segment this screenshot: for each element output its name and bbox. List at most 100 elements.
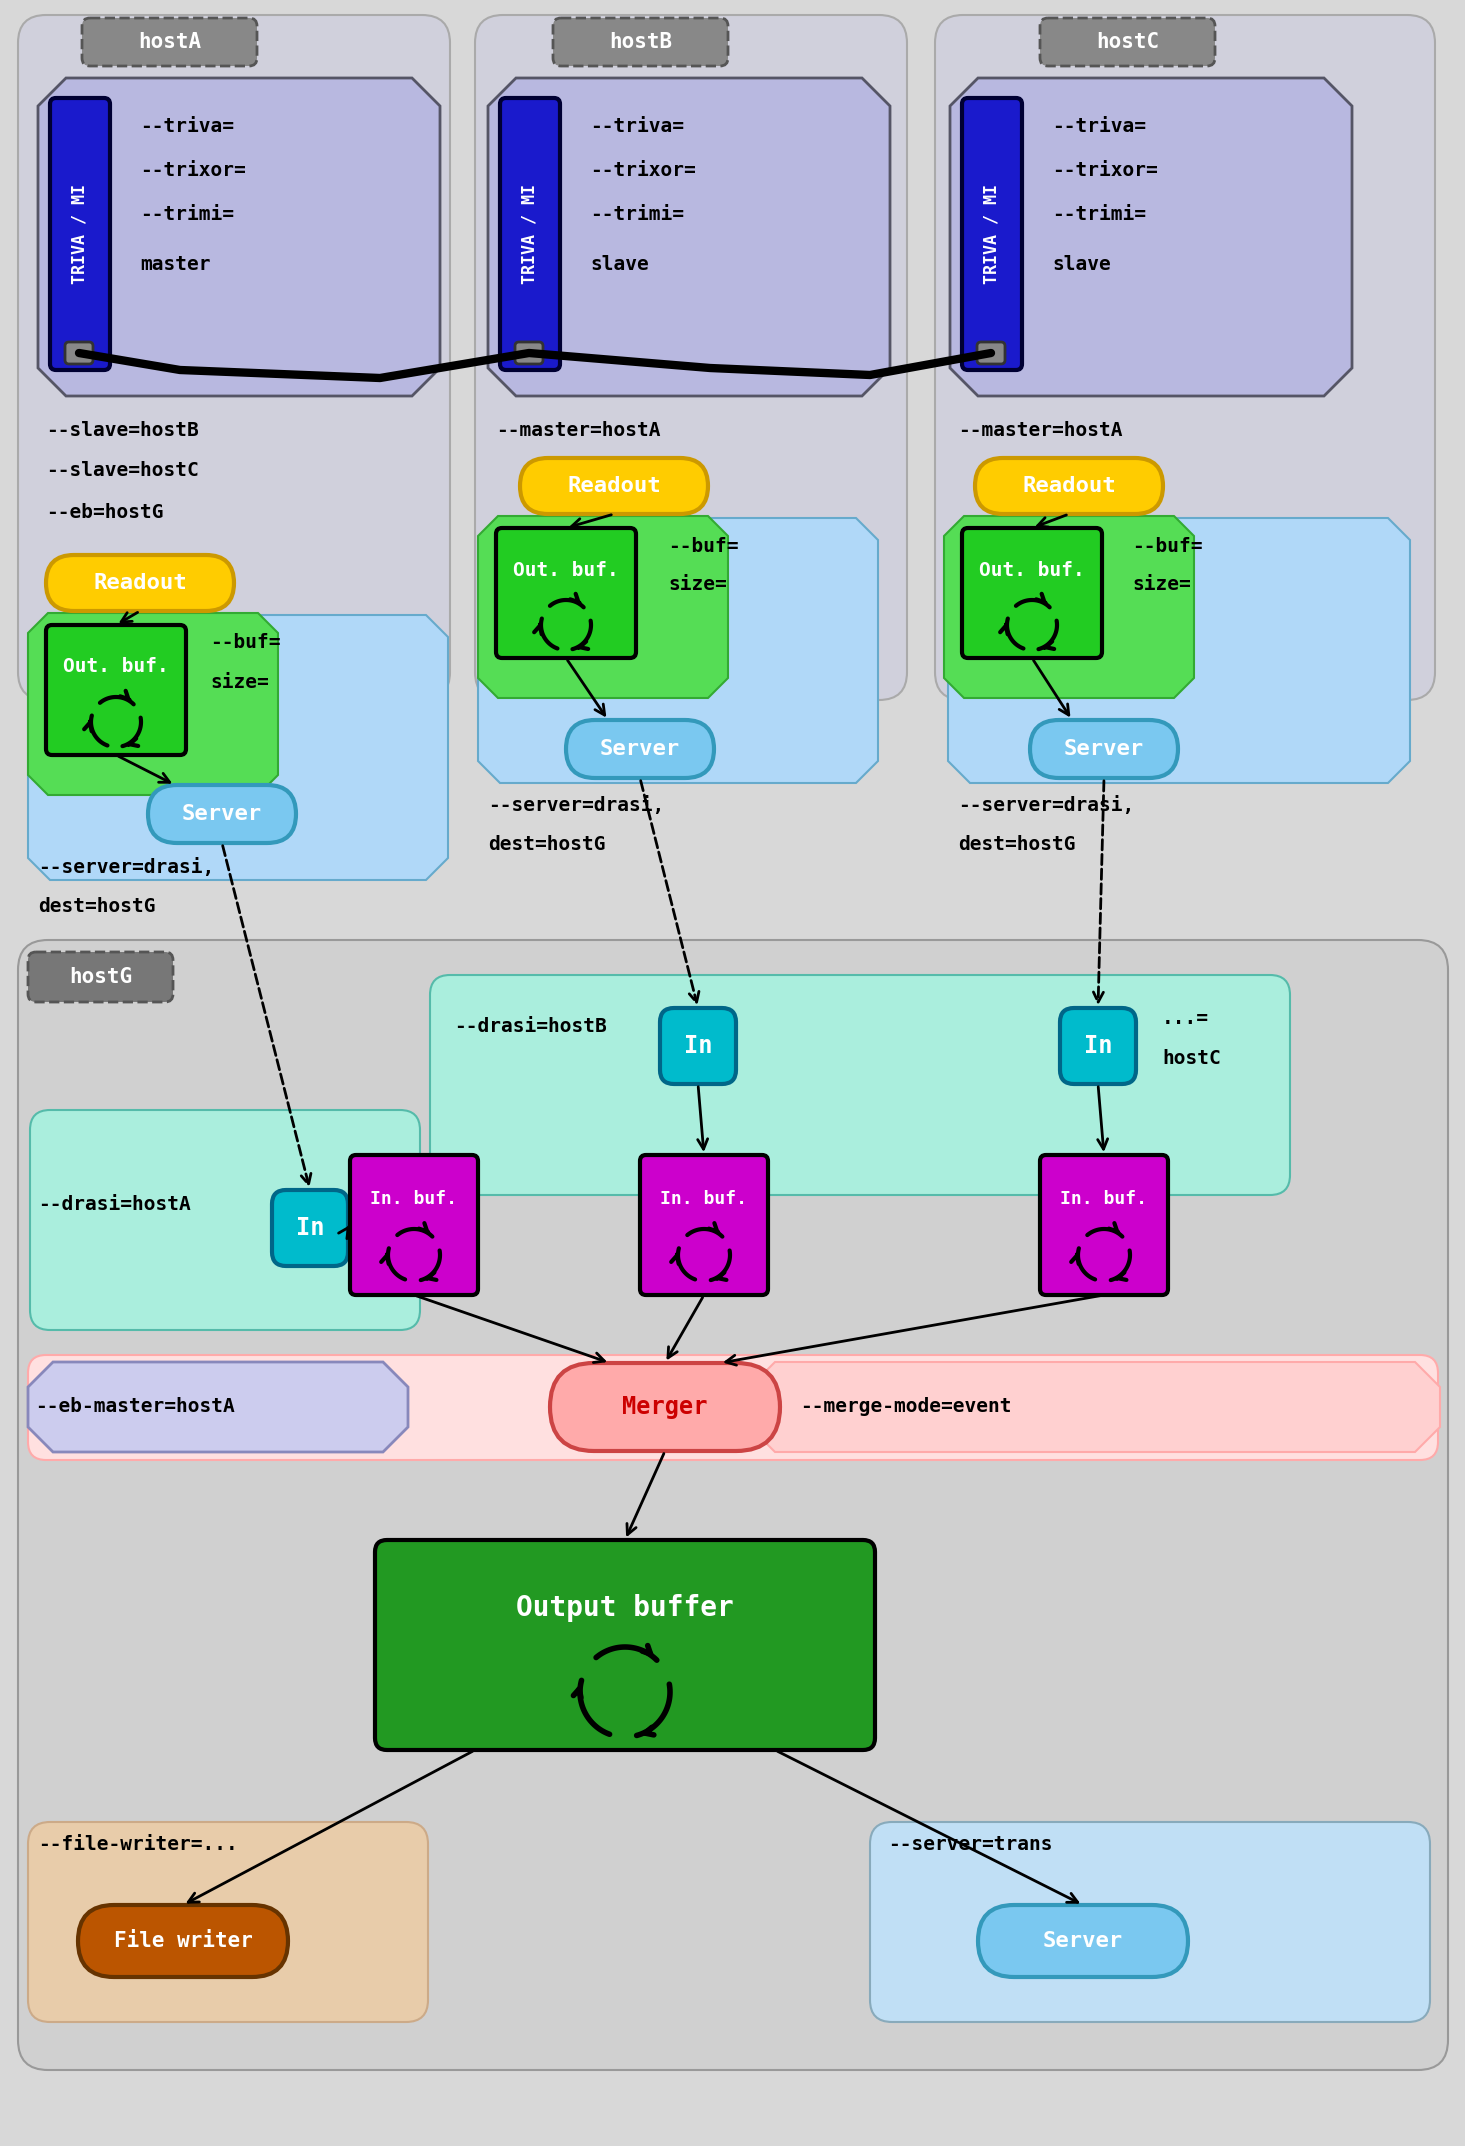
Text: Server: Server xyxy=(1043,1931,1124,1951)
FancyBboxPatch shape xyxy=(977,341,1005,365)
FancyBboxPatch shape xyxy=(28,1822,428,2022)
FancyBboxPatch shape xyxy=(29,1109,420,1331)
Text: --trixor=: --trixor= xyxy=(1052,161,1157,180)
FancyBboxPatch shape xyxy=(78,1906,289,1976)
FancyBboxPatch shape xyxy=(50,99,110,369)
Text: Server: Server xyxy=(182,805,262,824)
Text: --slave=hostB: --slave=hostB xyxy=(45,421,199,440)
Text: --server=trans: --server=trans xyxy=(888,1835,1052,1854)
Text: --triva=: --triva= xyxy=(1052,116,1146,135)
Text: --trixor=: --trixor= xyxy=(141,161,246,180)
FancyBboxPatch shape xyxy=(148,785,296,843)
Polygon shape xyxy=(948,517,1409,783)
FancyBboxPatch shape xyxy=(1040,1155,1168,1294)
Polygon shape xyxy=(478,517,878,783)
Text: --server=drasi,: --server=drasi, xyxy=(38,858,214,878)
Text: ...=: ...= xyxy=(1162,1009,1209,1028)
FancyBboxPatch shape xyxy=(979,1906,1188,1976)
FancyBboxPatch shape xyxy=(963,99,1023,369)
Polygon shape xyxy=(28,616,448,880)
Text: dest=hostG: dest=hostG xyxy=(38,897,155,916)
FancyBboxPatch shape xyxy=(500,99,560,369)
Text: hostA: hostA xyxy=(138,32,201,52)
Text: size=: size= xyxy=(1132,575,1191,594)
FancyBboxPatch shape xyxy=(963,528,1102,659)
FancyBboxPatch shape xyxy=(45,556,234,612)
Polygon shape xyxy=(488,77,891,397)
Text: Out. buf.: Out. buf. xyxy=(63,657,168,676)
Text: --server=drasi,: --server=drasi, xyxy=(958,796,1134,815)
Text: --slave=hostC: --slave=hostC xyxy=(45,461,199,479)
Text: --master=hostA: --master=hostA xyxy=(958,421,1122,440)
Text: dest=hostG: dest=hostG xyxy=(958,835,1075,854)
FancyBboxPatch shape xyxy=(28,953,173,1002)
Text: --file-writer=...: --file-writer=... xyxy=(38,1835,237,1854)
FancyBboxPatch shape xyxy=(549,1363,779,1451)
Text: size=: size= xyxy=(209,672,268,691)
Text: --merge-mode=event: --merge-mode=event xyxy=(800,1397,1011,1416)
FancyBboxPatch shape xyxy=(935,15,1436,700)
FancyBboxPatch shape xyxy=(82,17,256,67)
FancyBboxPatch shape xyxy=(552,17,728,67)
Text: In: In xyxy=(296,1217,324,1240)
Text: --buf=: --buf= xyxy=(668,536,738,556)
FancyBboxPatch shape xyxy=(1061,1009,1135,1084)
FancyBboxPatch shape xyxy=(431,974,1291,1195)
FancyBboxPatch shape xyxy=(272,1191,349,1266)
Text: hostC: hostC xyxy=(1096,32,1159,52)
FancyBboxPatch shape xyxy=(976,457,1163,515)
Text: Readout: Readout xyxy=(567,476,661,496)
Text: slave: slave xyxy=(1052,255,1110,275)
FancyBboxPatch shape xyxy=(640,1155,768,1294)
Text: dest=hostG: dest=hostG xyxy=(488,835,605,854)
Text: In. buf.: In. buf. xyxy=(1061,1191,1147,1208)
Text: hostB: hostB xyxy=(609,32,672,52)
Polygon shape xyxy=(949,77,1352,397)
FancyBboxPatch shape xyxy=(497,528,636,659)
Text: --triva=: --triva= xyxy=(141,116,234,135)
Text: hostC: hostC xyxy=(1162,1049,1220,1067)
Text: --master=hostA: --master=hostA xyxy=(497,421,661,440)
Text: In. buf.: In. buf. xyxy=(371,1191,457,1208)
Polygon shape xyxy=(28,1363,407,1453)
Text: Readout: Readout xyxy=(1023,476,1116,496)
FancyBboxPatch shape xyxy=(18,940,1447,2071)
Text: slave: slave xyxy=(590,255,649,275)
Text: master: master xyxy=(141,255,211,275)
FancyBboxPatch shape xyxy=(350,1155,478,1294)
Polygon shape xyxy=(28,614,278,794)
Text: File writer: File writer xyxy=(114,1931,252,1951)
Text: --drasi=hostB: --drasi=hostB xyxy=(454,1017,607,1037)
Text: --eb=hostG: --eb=hostG xyxy=(45,502,164,521)
Text: --triva=: --triva= xyxy=(590,116,684,135)
FancyBboxPatch shape xyxy=(516,341,544,365)
Text: Out. buf.: Out. buf. xyxy=(979,560,1086,579)
Polygon shape xyxy=(943,515,1194,697)
Text: --server=drasi,: --server=drasi, xyxy=(488,796,664,815)
Polygon shape xyxy=(478,515,728,697)
FancyBboxPatch shape xyxy=(661,1009,735,1084)
FancyBboxPatch shape xyxy=(45,624,186,755)
Text: --trixor=: --trixor= xyxy=(590,161,696,180)
FancyBboxPatch shape xyxy=(375,1541,875,1749)
Text: --trimi=: --trimi= xyxy=(1052,204,1146,223)
Text: --trimi=: --trimi= xyxy=(590,204,684,223)
Text: Readout: Readout xyxy=(94,573,188,592)
Text: TRIVA / MI: TRIVA / MI xyxy=(983,185,1001,283)
Text: hostG: hostG xyxy=(69,968,132,987)
Text: TRIVA / MI: TRIVA / MI xyxy=(70,185,89,283)
Text: In: In xyxy=(1084,1034,1112,1058)
Text: Output buffer: Output buffer xyxy=(516,1594,734,1622)
FancyBboxPatch shape xyxy=(520,457,708,515)
Text: --eb-master=hostA: --eb-master=hostA xyxy=(35,1397,234,1416)
FancyBboxPatch shape xyxy=(1030,721,1178,779)
FancyBboxPatch shape xyxy=(1040,17,1214,67)
Polygon shape xyxy=(750,1363,1440,1453)
Text: Merger: Merger xyxy=(623,1395,708,1419)
Polygon shape xyxy=(38,77,439,397)
FancyBboxPatch shape xyxy=(18,15,450,700)
FancyBboxPatch shape xyxy=(475,15,907,700)
Text: Server: Server xyxy=(1064,738,1144,760)
FancyBboxPatch shape xyxy=(64,341,92,365)
Text: Out. buf.: Out. buf. xyxy=(513,560,618,579)
